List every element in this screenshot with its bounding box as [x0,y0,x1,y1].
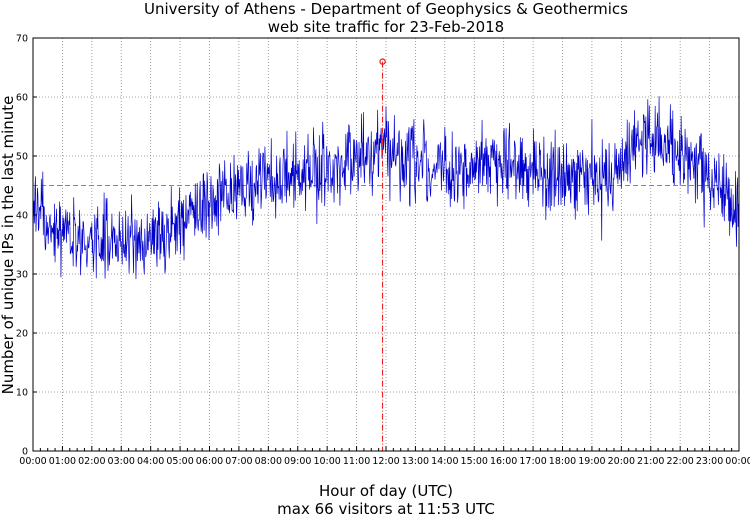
x-tick-label: 15:00 [461,456,488,467]
x-tick-label: 06:00 [196,456,223,467]
x-tick-label: 18:00 [549,456,576,467]
x-tick-label: 04:00 [137,456,164,467]
x-tick-label: 22:00 [666,456,693,467]
x-tick-label: 19:00 [578,456,605,467]
y-tick-label: 40 [16,211,28,222]
x-tick-label: 21:00 [637,456,664,467]
x-tick-label: 01:00 [49,456,76,467]
y-tick-label: 70 [16,34,28,45]
y-tick-label: 50 [16,152,28,163]
chart-subtitle: web site traffic for 23-Feb-2018 [268,18,504,36]
y-tick-label: 60 [16,93,28,104]
x-axis-label: Hour of day (UTC) [319,482,453,500]
x-axis-sublabel: max 66 visitors at 11:53 UTC [277,500,495,515]
chart-title: University of Athens - Department of Geo… [144,0,628,18]
max-marker-group [379,58,386,451]
x-tick-label: 13:00 [402,456,429,467]
grid [33,38,739,451]
x-tick-label: 14:00 [431,456,458,467]
x-tick-label: 09:00 [284,456,311,467]
x-tick-label: 00:00 [725,456,750,467]
x-tick-label: 11:00 [343,456,370,467]
x-tick-label: 07:00 [225,456,252,467]
x-tick-label: 23:00 [696,456,723,467]
y-axis-label: Number of unique IPs in the last minute [0,96,17,395]
y-tick-label: 20 [16,329,28,340]
x-tick-label: 12:00 [372,456,399,467]
series-group [32,96,740,280]
y-tick-label: 10 [16,388,28,399]
x-tick-label: 10:00 [313,456,340,467]
y-tick-label: 0 [22,447,28,458]
y-axis-ticks: 0 10 20 30 40 50 60 70 [16,34,37,458]
x-axis-ticks: 00:00 01:00 02:00 03:00 04:00 05:00 06:00 07:00… [19,446,750,467]
y-tick-label: 30 [16,270,28,281]
x-tick-label: 08:00 [255,456,282,467]
x-tick-label: 17:00 [519,456,546,467]
x-tick-label: 05:00 [166,456,193,467]
x-tick-label: 20:00 [608,456,635,467]
x-tick-label: 03:00 [108,456,135,467]
x-tick-label: 16:00 [490,456,517,467]
series-line [32,96,740,280]
x-tick-label: 00:00 [19,456,46,467]
x-tick-label: 02:00 [78,456,105,467]
max-point-marker [379,58,386,65]
